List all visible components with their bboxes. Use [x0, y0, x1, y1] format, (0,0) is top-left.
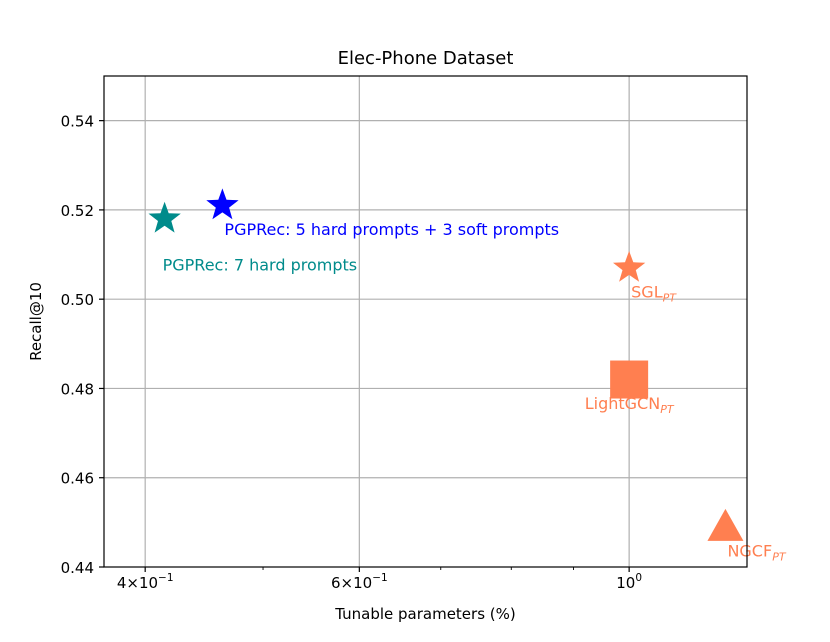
x-axis-ticks: 4×10−1 6×10−1 100	[117, 567, 642, 592]
y-tick-label: 0.44	[61, 559, 94, 577]
y-tick-label: 0.54	[61, 113, 94, 131]
point-label: LightGCNPT	[585, 394, 675, 416]
square-marker	[610, 360, 649, 399]
x-axis-label: Tunable parameters (%)	[334, 605, 516, 623]
y-axis-label: Recall@10	[27, 282, 45, 361]
plot-frame	[103, 75, 748, 568]
star-marker	[148, 201, 181, 233]
point-label: PGPRec: 7 hard prompts	[163, 256, 357, 275]
data-points	[148, 188, 744, 541]
point-labels: PGPRec: 7 hard prompts PGPRec: 5 hard pro…	[163, 220, 787, 563]
y-axis-ticks: 0.44 0.46 0.48 0.50 0.52 0.54	[61, 113, 104, 577]
star-marker	[206, 188, 239, 220]
star-marker	[613, 250, 646, 282]
y-tick-label: 0.50	[61, 291, 94, 309]
y-tick-label: 0.52	[61, 202, 94, 220]
triangle-marker	[707, 508, 744, 541]
x-tick-label: 4×10−1	[117, 572, 174, 592]
point-label: NGCFPT	[727, 541, 786, 563]
y-tick-label: 0.46	[61, 470, 94, 488]
x-tick-label: 6×10−1	[331, 572, 388, 592]
y-tick-label: 0.48	[61, 380, 94, 398]
grid-lines	[104, 76, 747, 567]
x-tick-label: 100	[616, 572, 642, 592]
point-label: PGPRec: 5 hard prompts + 3 soft prompts	[224, 220, 559, 239]
chart-title: Elec-Phone Dataset	[338, 48, 514, 69]
point-label: SGLPT	[631, 282, 677, 304]
